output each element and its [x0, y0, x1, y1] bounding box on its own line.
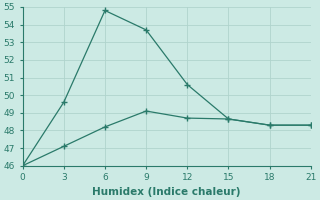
- X-axis label: Humidex (Indice chaleur): Humidex (Indice chaleur): [92, 187, 241, 197]
